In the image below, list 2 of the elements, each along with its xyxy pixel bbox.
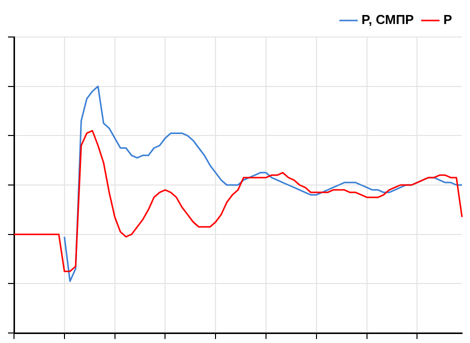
legend-label: P, СМПР <box>362 12 414 28</box>
legend-label: P <box>443 12 452 28</box>
